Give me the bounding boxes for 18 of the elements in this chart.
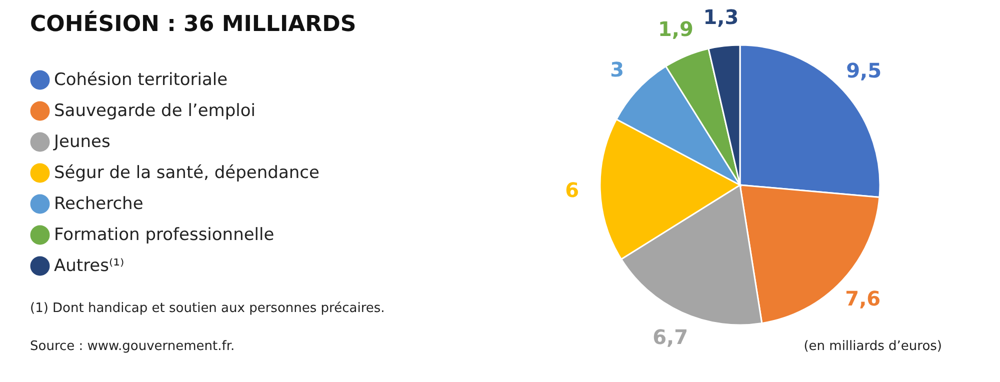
legend-label: Formation professionnelle (54, 225, 274, 245)
data-label: 9,5 (846, 58, 882, 82)
legend-label: Jeunes (53, 132, 110, 152)
legend-label: Sauvegarde de l’emploi (54, 101, 256, 121)
data-label: 6,7 (652, 324, 688, 349)
chart-title: COHÉSION : 36 MILLIARDS (30, 10, 356, 37)
data-label: 7,6 (845, 286, 881, 311)
data-label: 1,3 (703, 5, 739, 30)
data-label: 6 (565, 178, 580, 202)
text: (en milliards d’euros) (804, 339, 942, 354)
data-label: 3 (610, 57, 624, 82)
legend-label: Cohésion territoriale (54, 70, 228, 90)
legend-label: Ségur de la santé, dépendance (54, 163, 320, 183)
source-note: Source : www.gouvernement.fr. (30, 339, 235, 354)
text: (1) Dont handicap et soutien aux personnes précaires. (30, 301, 385, 316)
legend-label: Autres⁽¹⁾ (54, 256, 124, 276)
legend-label: Recherche (54, 194, 144, 214)
data-label: 1,9 (658, 16, 694, 41)
